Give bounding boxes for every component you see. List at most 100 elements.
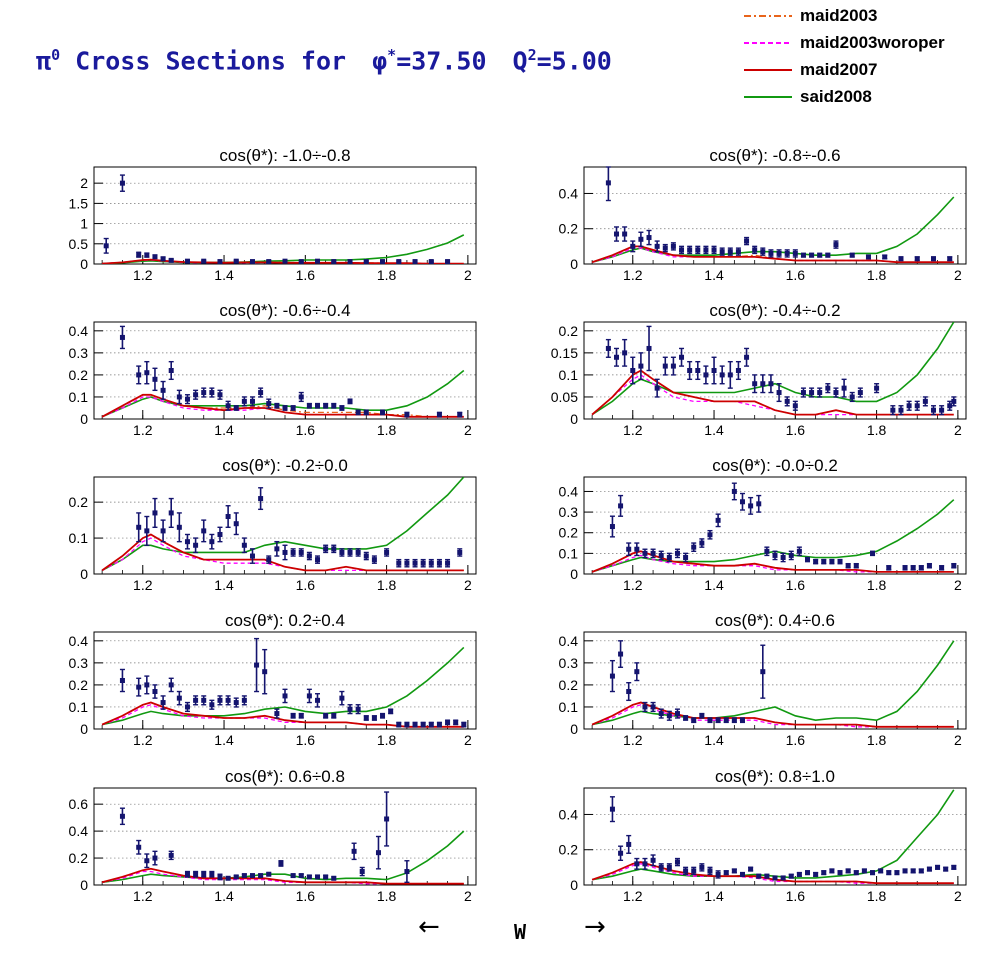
data-point xyxy=(735,360,741,381)
data-marker xyxy=(825,385,831,391)
data-marker xyxy=(420,722,426,728)
data-marker xyxy=(347,259,353,265)
data-point xyxy=(241,396,247,407)
curve-maid2007 xyxy=(102,258,464,264)
data-marker xyxy=(388,708,394,714)
panel-title: cos(θ*): 0.4÷0.6 xyxy=(715,611,835,630)
data-point xyxy=(658,863,664,872)
data-marker xyxy=(626,841,632,847)
y-tick-label: 0.2 xyxy=(559,525,579,541)
data-marker xyxy=(809,390,815,396)
data-point xyxy=(825,252,831,258)
data-marker xyxy=(351,848,357,854)
data-marker xyxy=(315,403,321,409)
data-marker xyxy=(315,557,321,563)
data-point xyxy=(683,866,689,876)
data-marker xyxy=(209,539,215,545)
title-q-sup: 2 xyxy=(527,46,537,64)
x-tick-label: 1.6 xyxy=(296,267,316,283)
data-point xyxy=(306,688,312,704)
data-point xyxy=(375,835,381,870)
data-point xyxy=(404,411,410,418)
data-point xyxy=(274,540,280,557)
data-marker xyxy=(796,548,802,554)
title-pi-sup: 0 xyxy=(51,46,61,64)
data-point xyxy=(662,243,668,253)
y-tick-label: 0.2 xyxy=(69,677,89,693)
data-point xyxy=(282,544,288,561)
data-point xyxy=(217,873,223,881)
data-marker xyxy=(715,717,721,723)
data-point xyxy=(152,497,158,528)
y-tick-label: 0.3 xyxy=(69,345,89,361)
panel-title: cos(θ*): -0.6÷-0.4 xyxy=(219,301,350,320)
data-marker xyxy=(886,565,892,571)
data-marker xyxy=(756,873,762,879)
data-marker xyxy=(674,859,680,865)
data-point xyxy=(658,550,664,561)
data-marker xyxy=(731,868,737,874)
data-marker xyxy=(805,557,811,563)
y-tick-label: 0.2 xyxy=(69,850,89,866)
data-point xyxy=(380,259,386,265)
data-marker xyxy=(674,550,680,556)
data-point xyxy=(947,256,953,262)
data-point xyxy=(760,644,766,699)
data-point xyxy=(201,695,207,706)
data-marker xyxy=(829,868,835,874)
data-point xyxy=(646,325,652,372)
data-point xyxy=(323,544,329,554)
x-tick-label: 2 xyxy=(464,577,472,593)
legend-entry-maid2003: maid2003 xyxy=(744,6,994,32)
data-marker xyxy=(315,874,321,880)
data-point xyxy=(622,338,628,367)
curve-maid2003woroper xyxy=(591,554,954,573)
data-point xyxy=(723,870,729,876)
data-marker xyxy=(703,372,709,378)
data-point xyxy=(168,257,174,263)
data-marker xyxy=(278,860,284,866)
data-point xyxy=(865,254,871,260)
data-point xyxy=(609,659,615,693)
data-marker xyxy=(756,501,762,507)
data-point xyxy=(638,231,644,248)
x-tick-label: 1.2 xyxy=(133,422,153,438)
data-point xyxy=(315,555,321,564)
data-point xyxy=(412,558,418,568)
data-point xyxy=(453,719,459,726)
data-marker xyxy=(683,715,689,721)
data-marker xyxy=(445,560,451,566)
data-point xyxy=(630,356,636,385)
data-marker xyxy=(380,409,386,415)
data-point xyxy=(894,870,900,876)
y-tick-label: 0 xyxy=(80,566,88,582)
data-point xyxy=(752,374,758,394)
data-point xyxy=(278,860,284,867)
data-point xyxy=(626,834,632,854)
data-marker xyxy=(870,550,876,556)
data-point xyxy=(679,245,685,255)
data-marker xyxy=(315,258,321,264)
data-point xyxy=(363,715,369,721)
data-point xyxy=(699,712,705,719)
data-point xyxy=(290,548,296,557)
data-marker xyxy=(298,549,304,555)
y-tick-label: 0.2 xyxy=(559,842,579,858)
data-point xyxy=(805,556,811,563)
title-middle: Cross Sections for xyxy=(75,46,347,76)
data-marker xyxy=(184,704,190,710)
data-marker xyxy=(103,243,109,249)
data-point xyxy=(666,863,672,872)
data-marker xyxy=(739,499,745,505)
data-point xyxy=(626,682,632,702)
data-point xyxy=(412,721,418,728)
data-point xyxy=(796,546,802,557)
data-point xyxy=(805,870,811,876)
data-marker xyxy=(225,514,231,520)
curve-said2008 xyxy=(101,477,465,572)
data-point xyxy=(898,256,904,262)
data-marker xyxy=(821,870,827,876)
data-marker xyxy=(731,717,737,723)
plot-frame xyxy=(583,631,967,730)
data-marker xyxy=(404,869,410,875)
